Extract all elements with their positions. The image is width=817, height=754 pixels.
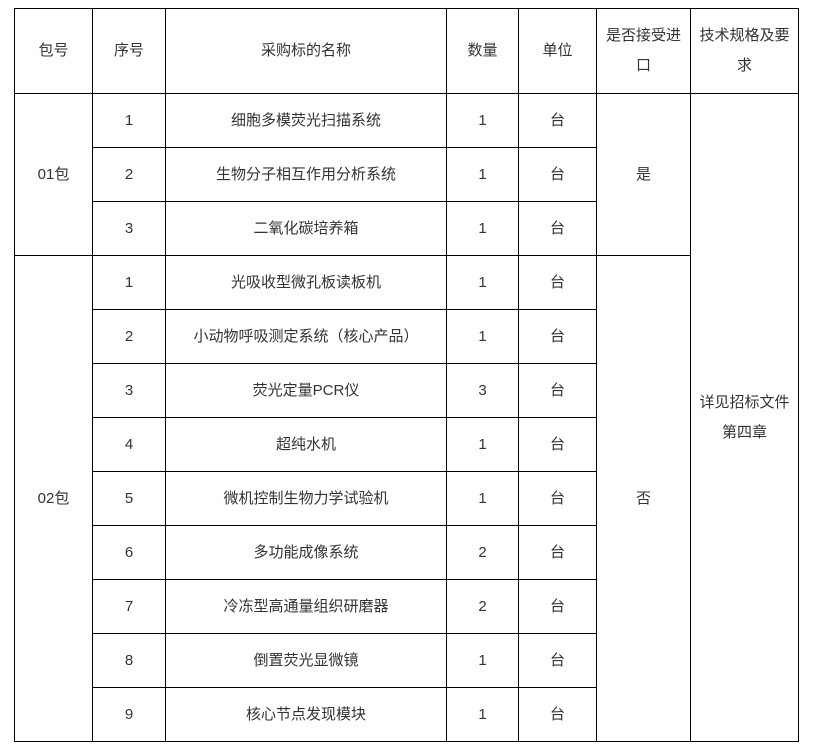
header-name: 采购标的名称 bbox=[165, 8, 447, 94]
item-unit: 台 bbox=[518, 471, 597, 526]
item-qty: 1 bbox=[446, 255, 519, 310]
item-no: 5 bbox=[92, 471, 166, 526]
item-no: 3 bbox=[92, 201, 166, 256]
item-name: 超纯水机 bbox=[165, 417, 447, 472]
item-name: 倒置荧光显微镜 bbox=[165, 633, 447, 688]
item-name: 冷冻型高通量组织研磨器 bbox=[165, 579, 447, 634]
header-row: 包号 序号 采购标的名称 数量 单位 是否接受进口 技术规格及要求 bbox=[14, 8, 799, 94]
table-row: 01包 1 细胞多模荧光扫描系统 1 台是详见招标文件第四章 bbox=[14, 93, 799, 742]
item-qty: 1 bbox=[446, 471, 519, 526]
item-no: 8 bbox=[92, 633, 166, 688]
item-unit: 台 bbox=[518, 363, 597, 418]
item-qty: 1 bbox=[446, 93, 519, 148]
item-unit: 台 bbox=[518, 93, 597, 148]
item-no: 1 bbox=[92, 255, 166, 310]
table-row: 8 倒置荧光显微镜 1 台 bbox=[15, 633, 799, 688]
header-spec: 技术规格及要求 bbox=[690, 8, 799, 94]
item-name: 核心节点发现模块 bbox=[165, 687, 447, 742]
item-unit: 台 bbox=[518, 633, 597, 688]
table-row: 3 二氧化碳培养箱 1 台 bbox=[15, 201, 799, 256]
header-no: 序号 bbox=[92, 8, 166, 94]
package-cell: 02包 bbox=[14, 255, 93, 742]
accept-import-cell: 否 bbox=[596, 255, 691, 742]
item-qty: 1 bbox=[446, 201, 519, 256]
table-row: 3 荧光定量PCR仪 3 台 bbox=[15, 363, 799, 418]
header-package: 包号 bbox=[14, 8, 93, 94]
item-name: 二氧化碳培养箱 bbox=[165, 201, 447, 256]
header-unit: 单位 bbox=[518, 8, 597, 94]
table-row: 2 小动物呼吸测定系统（核心产品） 1 台 bbox=[15, 309, 799, 364]
table-row: 9 核心节点发现模块 1 台 bbox=[15, 687, 799, 742]
item-unit: 台 bbox=[518, 147, 597, 202]
item-name: 光吸收型微孔板读板机 bbox=[165, 255, 447, 310]
package-cell: 01包 bbox=[14, 93, 93, 256]
item-no: 2 bbox=[92, 147, 166, 202]
item-no: 6 bbox=[92, 525, 166, 580]
item-qty: 1 bbox=[446, 633, 519, 688]
table-row: 5 微机控制生物力学试验机 1 台 bbox=[15, 471, 799, 526]
item-unit: 台 bbox=[518, 255, 597, 310]
item-qty: 2 bbox=[446, 525, 519, 580]
item-qty: 1 bbox=[446, 309, 519, 364]
header-qty: 数量 bbox=[446, 8, 519, 94]
item-qty: 1 bbox=[446, 147, 519, 202]
item-no: 2 bbox=[92, 309, 166, 364]
item-name: 细胞多模荧光扫描系统 bbox=[165, 93, 447, 148]
item-no: 3 bbox=[92, 363, 166, 418]
item-no: 7 bbox=[92, 579, 166, 634]
accept-import-cell: 是 bbox=[596, 93, 691, 256]
table-row: 7 冷冻型高通量组织研磨器 2 台 bbox=[15, 579, 799, 634]
table-row: 6 多功能成像系统 2 台 bbox=[15, 525, 799, 580]
table-row: 4 超纯水机 1 台 bbox=[15, 417, 799, 472]
table-row: 02包 1 光吸收型微孔板读板机 1 台否 bbox=[14, 255, 799, 742]
item-name: 小动物呼吸测定系统（核心产品） bbox=[165, 309, 447, 364]
procurement-table: 包号 序号 采购标的名称 数量 单位 是否接受进口 技术规格及要求 01包 1 细胞… bbox=[14, 8, 799, 742]
item-no: 4 bbox=[92, 417, 166, 472]
header-accept-import: 是否接受进口 bbox=[596, 8, 691, 94]
item-no: 1 bbox=[92, 93, 166, 148]
item-name: 多功能成像系统 bbox=[165, 525, 447, 580]
item-qty: 1 bbox=[446, 687, 519, 742]
item-unit: 台 bbox=[518, 687, 597, 742]
table-row: 2 生物分子相互作用分析系统 1 台 bbox=[15, 147, 799, 202]
item-name: 微机控制生物力学试验机 bbox=[165, 471, 447, 526]
item-qty: 3 bbox=[446, 363, 519, 418]
item-unit: 台 bbox=[518, 525, 597, 580]
item-unit: 台 bbox=[518, 201, 597, 256]
item-qty: 2 bbox=[446, 579, 519, 634]
spec-cell: 详见招标文件第四章 bbox=[690, 93, 799, 742]
item-qty: 1 bbox=[446, 417, 519, 472]
item-name: 荧光定量PCR仪 bbox=[165, 363, 447, 418]
item-no: 9 bbox=[92, 687, 166, 742]
item-unit: 台 bbox=[518, 417, 597, 472]
item-name: 生物分子相互作用分析系统 bbox=[165, 147, 447, 202]
item-unit: 台 bbox=[518, 309, 597, 364]
item-unit: 台 bbox=[518, 579, 597, 634]
